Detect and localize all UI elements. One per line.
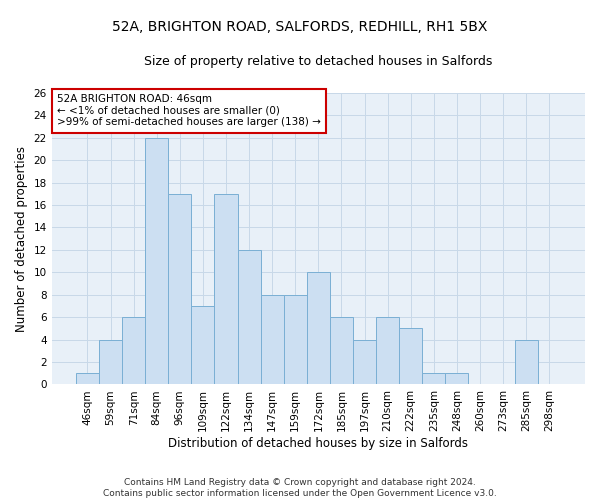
Bar bbox=[353, 340, 376, 384]
Bar bbox=[307, 272, 330, 384]
Bar bbox=[284, 294, 307, 384]
Bar bbox=[145, 138, 168, 384]
Bar bbox=[122, 317, 145, 384]
Bar bbox=[399, 328, 422, 384]
Bar bbox=[260, 294, 284, 384]
X-axis label: Distribution of detached houses by size in Salfords: Distribution of detached houses by size … bbox=[169, 437, 469, 450]
Bar bbox=[330, 317, 353, 384]
Bar bbox=[168, 194, 191, 384]
Text: 52A BRIGHTON ROAD: 46sqm
← <1% of detached houses are smaller (0)
>99% of semi-d: 52A BRIGHTON ROAD: 46sqm ← <1% of detach… bbox=[57, 94, 321, 128]
Bar bbox=[99, 340, 122, 384]
Text: Contains HM Land Registry data © Crown copyright and database right 2024.
Contai: Contains HM Land Registry data © Crown c… bbox=[103, 478, 497, 498]
Bar bbox=[445, 373, 469, 384]
Bar bbox=[422, 373, 445, 384]
Y-axis label: Number of detached properties: Number of detached properties bbox=[15, 146, 28, 332]
Text: 52A, BRIGHTON ROAD, SALFORDS, REDHILL, RH1 5BX: 52A, BRIGHTON ROAD, SALFORDS, REDHILL, R… bbox=[112, 20, 488, 34]
Title: Size of property relative to detached houses in Salfords: Size of property relative to detached ho… bbox=[144, 55, 493, 68]
Bar bbox=[214, 194, 238, 384]
Bar bbox=[238, 250, 260, 384]
Bar bbox=[191, 306, 214, 384]
Bar bbox=[376, 317, 399, 384]
Bar bbox=[515, 340, 538, 384]
Bar bbox=[76, 373, 99, 384]
